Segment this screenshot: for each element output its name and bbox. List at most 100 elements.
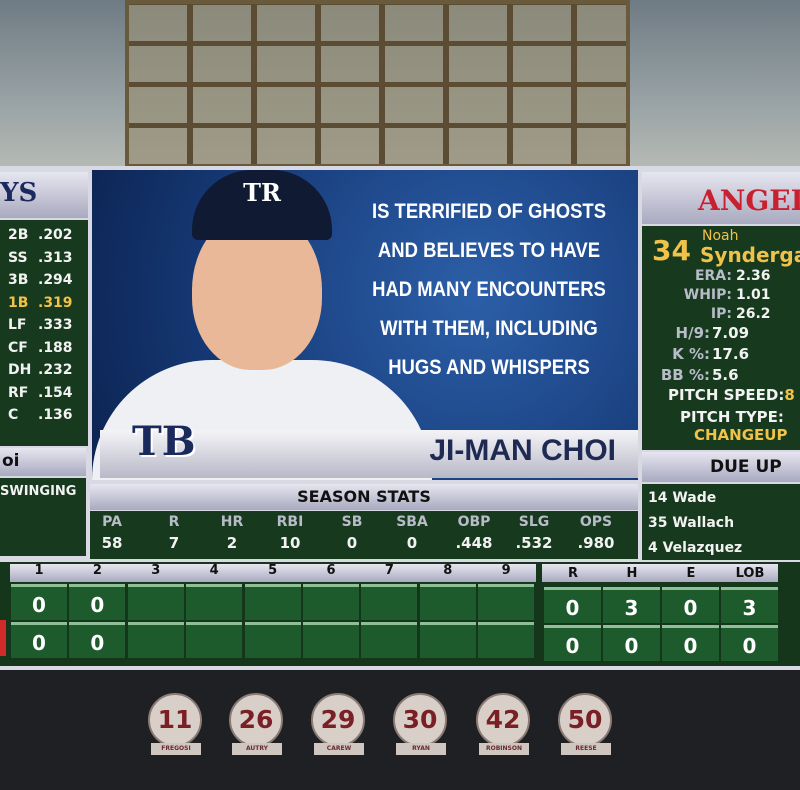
stat-header: SLG bbox=[518, 514, 550, 530]
inning-score: 0 bbox=[69, 584, 126, 620]
lineup-row: LF .333 bbox=[0, 314, 88, 337]
total-score: 0 bbox=[544, 625, 601, 661]
stat-value: .448 bbox=[455, 534, 493, 552]
inning-label: 7 bbox=[384, 563, 394, 578]
lineup-average: .294 bbox=[38, 272, 73, 288]
lineup-average: .188 bbox=[38, 339, 73, 356]
pitcher-stat-value: 26.2 bbox=[736, 306, 771, 322]
angels-logo: ANGEL bbox=[642, 172, 800, 224]
totals-header-bar bbox=[542, 564, 778, 582]
stat-value: 0 bbox=[406, 534, 418, 552]
lineup-row: 1B .319 bbox=[0, 292, 88, 315]
inning-score bbox=[478, 584, 535, 620]
light-tower-truss bbox=[125, 0, 630, 168]
lineup-row: CF .188 bbox=[0, 337, 88, 360]
pitcher-stat-label: IP: bbox=[710, 306, 732, 322]
inning-score bbox=[303, 622, 359, 658]
stat-header: SB bbox=[341, 514, 363, 530]
lineup-row: 2B .202 bbox=[0, 224, 88, 247]
rays-tb-logo: TB bbox=[132, 418, 196, 465]
rays-logo-partial: YS bbox=[0, 172, 88, 218]
pitch-speed-label: PITCH SPEED: bbox=[668, 386, 785, 404]
pitcher-stat-value: 5.6 bbox=[712, 366, 739, 384]
stat-value: 58 bbox=[101, 534, 123, 552]
retired-number-disc: 26 bbox=[229, 693, 283, 747]
lineup-average: .319 bbox=[38, 294, 73, 311]
inning-score bbox=[419, 584, 476, 620]
inning-header-bar bbox=[10, 564, 536, 582]
player-name: JI-MAN CHOI bbox=[100, 430, 638, 478]
inning-score bbox=[127, 584, 184, 620]
inning-score bbox=[478, 622, 535, 658]
pitcher-stat-label: H/9: bbox=[675, 324, 710, 342]
lineup-average: .333 bbox=[38, 317, 73, 333]
stat-value: 7 bbox=[168, 534, 180, 552]
lineup-position: SS bbox=[8, 249, 28, 266]
lineup-row: RF .154 bbox=[0, 382, 88, 405]
retired-number-name: REESE bbox=[561, 743, 611, 755]
pitcher-number: 34 bbox=[652, 234, 691, 267]
stat-header: OPS bbox=[579, 514, 613, 530]
inning-label: 8 bbox=[443, 563, 453, 578]
stat-header: R bbox=[168, 514, 180, 530]
inning-score bbox=[186, 622, 243, 658]
retired-number-disc: 11 bbox=[148, 693, 202, 747]
retired-number-name: FREGOSI bbox=[151, 743, 201, 755]
fun-fact-quote: Is terrified of ghosts and believes to h… bbox=[371, 200, 607, 379]
inning-label: 6 bbox=[326, 563, 336, 578]
due-up-batter: 35 Wallach bbox=[648, 515, 735, 531]
pitcher-stat-value: 7.09 bbox=[712, 324, 750, 342]
season-stats-title: SEASON STATS bbox=[90, 484, 638, 510]
total-score: 3 bbox=[721, 587, 778, 623]
batter-name-partial: oi bbox=[0, 448, 86, 476]
lineup-position: CF bbox=[8, 339, 28, 356]
total-score: 0 bbox=[721, 625, 778, 661]
stat-header: SBA bbox=[396, 514, 428, 530]
total-score: 0 bbox=[662, 625, 719, 661]
pitch-type-label: PITCH TYPE: bbox=[680, 408, 784, 426]
pitcher-first-name: Noah bbox=[702, 228, 739, 244]
lineup-row: SS .313 bbox=[0, 247, 88, 270]
lineup-average: .136 bbox=[38, 407, 73, 423]
retired-number-disc: 50 bbox=[558, 693, 612, 747]
inning-score bbox=[361, 622, 418, 658]
pitcher-last-name: Syndergaa bbox=[700, 243, 800, 267]
stat-value: 2 bbox=[226, 534, 238, 552]
inning-label: 3 bbox=[151, 563, 161, 578]
pitcher-stat-label: ERA: bbox=[694, 268, 732, 284]
team-color-tab bbox=[0, 620, 6, 656]
inning-label: 9 bbox=[501, 563, 511, 578]
lineup-average: .202 bbox=[38, 227, 73, 243]
inning-score bbox=[186, 584, 243, 620]
retired-number-disc: 42 bbox=[476, 693, 530, 747]
inning-score bbox=[244, 622, 301, 658]
inning-label: 2 bbox=[92, 563, 102, 578]
retired-number-disc: 30 bbox=[393, 693, 447, 747]
lineup-position: 1B bbox=[8, 294, 29, 311]
lineup-average: .232 bbox=[38, 362, 73, 378]
due-up-batter: 4 Velazquez bbox=[648, 540, 743, 556]
inning-score bbox=[303, 584, 359, 620]
lineup-row: C .136 bbox=[0, 404, 88, 427]
inning-score: 0 bbox=[11, 622, 67, 658]
stat-value: 0 bbox=[346, 534, 358, 552]
cap-logo: TR bbox=[192, 170, 332, 240]
inning-label: 1 bbox=[34, 563, 44, 578]
stat-value: 10 bbox=[279, 534, 301, 552]
stat-header: RBI bbox=[276, 514, 304, 530]
pitcher-card: 34 Noah Syndergaa PITCH SPEED:8 PITCH TY… bbox=[642, 226, 800, 450]
totals-label: H bbox=[626, 566, 638, 581]
inning-score bbox=[419, 622, 476, 658]
stat-value: .980 bbox=[577, 534, 615, 552]
inning-score bbox=[361, 584, 418, 620]
season-stats-table: PA 58 R 7 HR 2 RBI 10 SB 0 SBA 0 OBP .448 SLG .532 OPS .9… bbox=[90, 511, 638, 559]
lineup-position: 2B bbox=[8, 227, 29, 243]
lineup-position: LF bbox=[8, 317, 27, 333]
total-score: 0 bbox=[603, 625, 660, 661]
due-up-title: DUE UP bbox=[642, 452, 800, 482]
inning-label: 4 bbox=[209, 563, 219, 578]
totals-label: LOB bbox=[735, 566, 765, 581]
pitcher-stat-value: 2.36 bbox=[736, 268, 771, 284]
retired-number-name: ROBINSON bbox=[479, 743, 529, 755]
total-score: 0 bbox=[662, 587, 719, 623]
